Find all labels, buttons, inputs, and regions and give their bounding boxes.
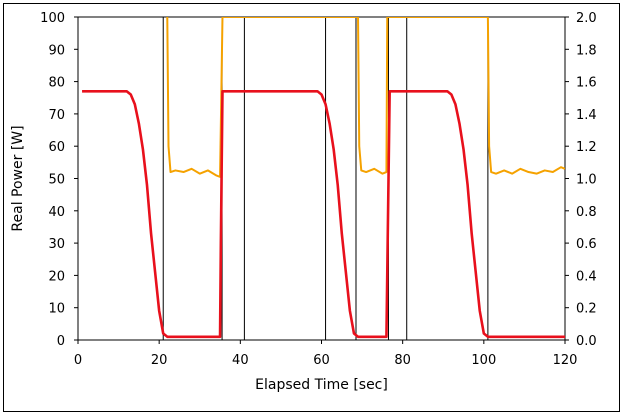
right-tick-label: 0.4 [576, 269, 597, 284]
x-axis-ticks: 0 20 40 60 80 100 120 [74, 340, 578, 368]
left-tick-label: 50 [48, 173, 65, 188]
left-tick-label: 70 [48, 108, 65, 123]
right-tick-label: 1.2 [576, 140, 597, 155]
left-tick-label: 0 [57, 334, 65, 349]
left-tick-label: 20 [48, 269, 65, 284]
left-tick-label: 100 [40, 11, 65, 26]
left-tick-label: 10 [48, 302, 65, 317]
right-tick-label: 0.8 [576, 205, 597, 220]
right-tick-label: 1.0 [576, 173, 597, 188]
right-tick-label: 2.0 [576, 11, 597, 26]
right-tick-label: 1.6 [576, 76, 597, 91]
right-tick-label: 0.2 [576, 302, 597, 317]
series-line-right-axis [166, 17, 565, 178]
series-layer [82, 17, 565, 339]
right-axis-ticks: 0.0 0.2 0.4 0.6 0.8 1.0 1.2 1.4 1.6 1.8 2.0 [565, 11, 597, 349]
series-line-left-axis [82, 89, 565, 339]
x-tick-label: 100 [471, 353, 496, 368]
left-tick-label: 60 [48, 140, 65, 155]
right-tick-label: 0.6 [576, 237, 597, 252]
left-axis-ticks: 0 10 20 30 40 50 60 70 80 90 100 [40, 11, 78, 349]
plot-area [77, 16, 566, 341]
x-tick-label: 40 [232, 353, 249, 368]
right-tick-label: 0.0 [576, 334, 597, 349]
x-tick-label: 20 [151, 353, 168, 368]
left-tick-label: 30 [48, 237, 65, 252]
right-tick-label: 1.8 [576, 43, 597, 58]
right-tick-label: 1.4 [576, 108, 597, 123]
x-tick-label: 60 [313, 353, 330, 368]
left-tick-label: 40 [48, 205, 65, 220]
x-tick-label: 0 [74, 353, 82, 368]
x-tick-label: 80 [394, 353, 411, 368]
x-tick-label: 120 [553, 353, 578, 368]
plot-border [77, 16, 566, 341]
x-axis-title: Elapsed Time [sec] [255, 377, 388, 393]
left-tick-label: 90 [48, 43, 65, 58]
y-axis-title: Real Power [W] [10, 125, 26, 231]
left-tick-label: 80 [48, 76, 65, 91]
